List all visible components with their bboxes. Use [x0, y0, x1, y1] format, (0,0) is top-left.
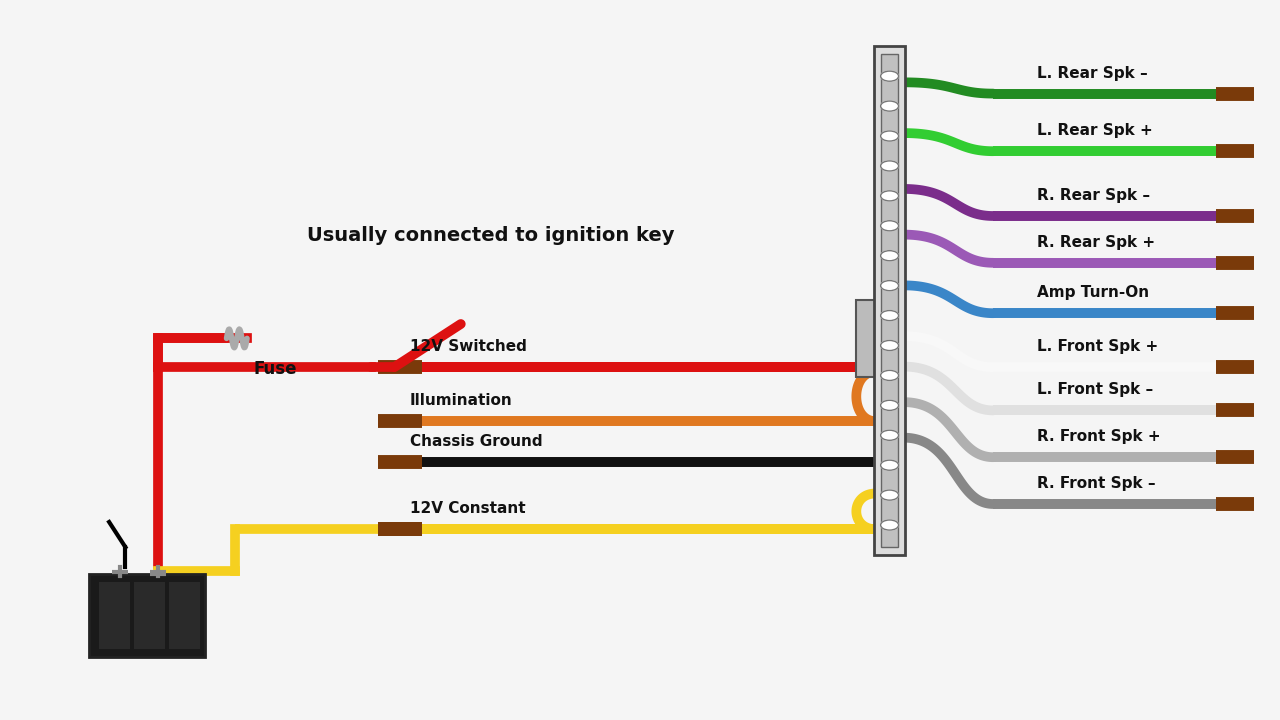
Text: R. Front Spk –: R. Front Spk –: [1037, 476, 1156, 491]
Text: L. Front Spk –: L. Front Spk –: [1037, 382, 1153, 397]
Text: 12V Switched: 12V Switched: [410, 339, 526, 354]
Text: R. Front Spk +: R. Front Spk +: [1037, 429, 1161, 444]
Circle shape: [881, 131, 899, 141]
Bar: [881, 54, 899, 547]
Text: R. Rear Spk –: R. Rear Spk –: [1037, 188, 1149, 203]
Text: Fuse: Fuse: [253, 360, 297, 378]
Circle shape: [881, 251, 899, 261]
Text: L. Rear Spk –: L. Rear Spk –: [1037, 66, 1148, 81]
Bar: [100, 582, 131, 649]
Text: 12V Constant: 12V Constant: [410, 501, 525, 516]
Circle shape: [881, 281, 899, 291]
Circle shape: [881, 400, 899, 410]
Circle shape: [881, 161, 899, 171]
Text: R. Rear Spk +: R. Rear Spk +: [1037, 235, 1155, 250]
FancyBboxPatch shape: [856, 300, 877, 377]
Text: L. Front Spk +: L. Front Spk +: [1037, 339, 1158, 354]
Text: Amp Turn-On: Amp Turn-On: [1037, 285, 1149, 300]
Bar: [134, 582, 165, 649]
FancyBboxPatch shape: [874, 46, 905, 555]
Circle shape: [881, 431, 899, 441]
Circle shape: [881, 191, 899, 201]
Text: Illumination: Illumination: [410, 393, 512, 408]
Circle shape: [881, 310, 899, 320]
Bar: [169, 582, 201, 649]
Text: Chassis Ground: Chassis Ground: [410, 434, 543, 449]
Circle shape: [881, 520, 899, 530]
FancyBboxPatch shape: [90, 574, 206, 657]
Circle shape: [881, 490, 899, 500]
Circle shape: [881, 341, 899, 351]
Circle shape: [881, 460, 899, 470]
Text: L. Rear Spk +: L. Rear Spk +: [1037, 123, 1152, 138]
Circle shape: [881, 370, 899, 380]
Circle shape: [881, 71, 899, 81]
Text: Usually connected to ignition key: Usually connected to ignition key: [307, 226, 675, 245]
Circle shape: [881, 101, 899, 111]
Circle shape: [881, 221, 899, 231]
